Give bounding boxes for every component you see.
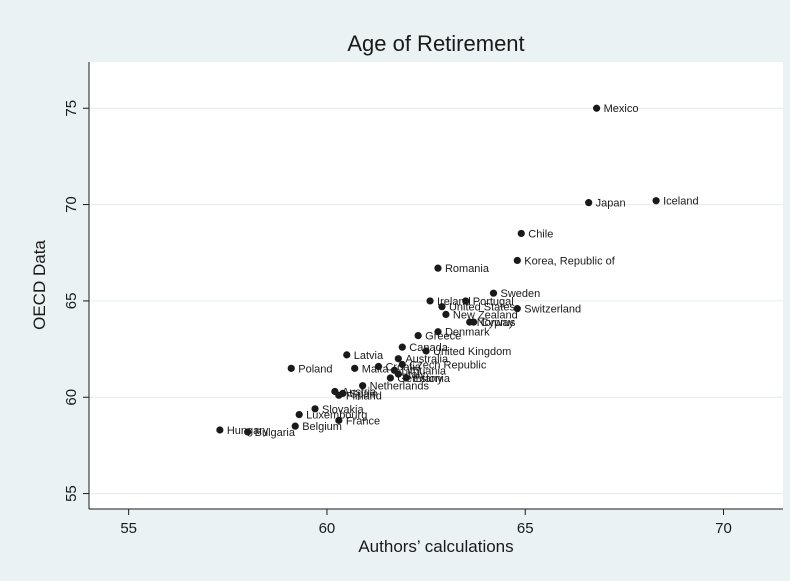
point-label: Korea, Republic of	[524, 255, 615, 267]
point-label: Sweden	[501, 288, 541, 300]
point-label: Belgium	[302, 421, 342, 433]
data-point	[398, 343, 406, 351]
point-label: Poland	[298, 363, 332, 375]
data-point	[470, 318, 478, 326]
x-axis-label: Authors’ calculations	[358, 537, 513, 556]
point-label: Switzerland	[524, 304, 581, 316]
grid-lines	[89, 107, 783, 495]
data-point	[244, 428, 252, 436]
data-point	[335, 416, 343, 424]
data-point	[343, 351, 351, 359]
data-point	[394, 355, 402, 363]
data-point	[426, 297, 434, 305]
data-point	[311, 405, 319, 413]
point-label: Luxembourg	[306, 410, 367, 422]
point-label: Italy	[405, 369, 426, 381]
point-label: New Zealand	[453, 309, 518, 321]
data-point	[287, 364, 295, 372]
point-label: Canada	[409, 342, 448, 354]
data-point	[394, 370, 402, 378]
point-label: Estonia	[413, 373, 451, 385]
point-label: Czech Republic	[409, 359, 487, 371]
axis-ticks: 55 60 65 70 75 55 60 65 70	[63, 100, 732, 537]
point-label: Austria	[342, 386, 377, 398]
data-point	[434, 264, 442, 272]
data-point	[513, 256, 521, 265]
data-point	[359, 382, 367, 390]
y-tick-label: 55	[63, 485, 80, 502]
point-label: United Kingdom	[433, 346, 511, 358]
point-label: France	[346, 415, 380, 427]
y-tick-label: 70	[63, 196, 80, 213]
data-point	[438, 303, 446, 311]
plot-area	[89, 62, 783, 509]
point-label: Finland	[346, 390, 382, 402]
data-point	[398, 360, 406, 369]
y-tick-label: 60	[63, 389, 80, 406]
point-label: Iceland	[663, 196, 698, 208]
data-point	[351, 364, 359, 372]
data-point	[335, 391, 343, 399]
data-point	[374, 362, 383, 371]
point-label: Norway	[477, 317, 515, 329]
point-label: Greece	[425, 331, 461, 343]
data-point	[414, 331, 422, 340]
point-label: Netherlands	[370, 381, 430, 393]
data-point	[291, 422, 299, 430]
point-label: Bulgaria	[255, 427, 296, 439]
data-point	[462, 297, 470, 305]
point-label: Japan	[596, 198, 626, 210]
data-point	[513, 305, 521, 313]
x-tick-label: 60	[319, 520, 336, 537]
data-point	[434, 328, 442, 336]
data-point	[517, 229, 525, 238]
data-point	[216, 426, 224, 434]
point-label: Australia	[405, 354, 449, 366]
point-label: Chile	[528, 228, 553, 240]
data-points: Mexico Iceland Japan Chile Korea, Republic o…	[216, 103, 699, 439]
point-label: Spain	[350, 388, 378, 400]
data-point	[442, 310, 450, 319]
point-label: Portugal	[473, 296, 514, 308]
x-tick-label: 55	[120, 520, 137, 537]
point-label: Lithuania	[401, 365, 447, 377]
data-point	[585, 199, 593, 207]
data-point	[402, 374, 410, 382]
point-label: Malta	[362, 363, 390, 375]
data-point	[489, 289, 498, 297]
point-label: Cyprus	[481, 317, 516, 329]
data-point	[386, 374, 394, 382]
data-point	[295, 410, 303, 419]
data-point	[422, 347, 430, 355]
data-point	[593, 104, 601, 112]
x-tick-label: 65	[517, 520, 534, 537]
x-tick-label: 70	[715, 520, 732, 537]
data-point	[652, 197, 660, 205]
point-label: Slovakia	[322, 404, 364, 416]
y-axis-label: OECD Data	[30, 240, 49, 330]
point-label: Denmark	[445, 327, 490, 339]
point-label: Latvia	[354, 350, 384, 362]
point-label: Romania	[445, 263, 490, 275]
point-label: United States	[449, 302, 516, 314]
chart-title: Age of Retirement	[347, 31, 524, 56]
point-label: Ireland	[437, 296, 471, 308]
y-tick-label: 65	[63, 293, 80, 310]
y-tick-label: 75	[63, 100, 80, 117]
point-label: Mexico	[604, 103, 639, 115]
